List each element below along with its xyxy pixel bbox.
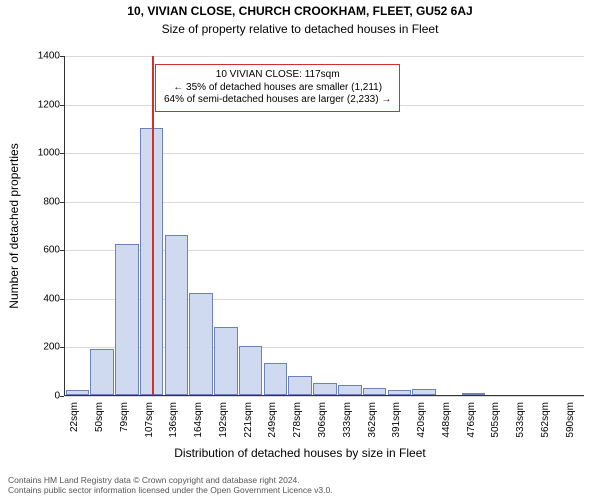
histogram-bar: [288, 376, 312, 395]
histogram-bar: [388, 390, 412, 395]
x-axis-label: Distribution of detached houses by size …: [0, 446, 600, 460]
histogram-bar: [239, 346, 263, 395]
property-marker-line: [152, 56, 154, 395]
y-tick-mark: [60, 153, 64, 154]
y-tick-label: 200: [4, 342, 60, 353]
y-tick-label: 0: [4, 391, 60, 402]
y-tick-mark: [60, 250, 64, 251]
histogram-bar: [165, 235, 189, 395]
histogram-bar: [363, 388, 387, 395]
footer-attribution: Contains HM Land Registry data © Crown c…: [8, 476, 333, 496]
y-axis-label: Number of detached properties: [7, 143, 21, 308]
annotation-line: 10 VIVIAN CLOSE: 117sqm: [164, 69, 391, 82]
gridline: [65, 56, 584, 57]
histogram-bar: [214, 327, 238, 395]
histogram-bar: [338, 385, 362, 395]
y-tick-label: 1200: [4, 99, 60, 110]
histogram-bar: [462, 393, 486, 395]
histogram-bar: [189, 293, 213, 395]
y-tick-mark: [60, 347, 64, 348]
y-tick-mark: [60, 396, 64, 397]
y-tick-mark: [60, 105, 64, 106]
plot-area: 10 VIVIAN CLOSE: 117sqm← 35% of detached…: [64, 56, 584, 396]
y-tick-mark: [60, 299, 64, 300]
chart-title: 10, VIVIAN CLOSE, CHURCH CROOKHAM, FLEET…: [0, 4, 600, 18]
annotation-line: ← 35% of detached houses are smaller (1,…: [164, 82, 391, 95]
histogram-bar: [66, 390, 90, 395]
histogram-bar: [412, 389, 436, 395]
histogram-bar: [115, 244, 139, 395]
histogram-bar: [264, 363, 288, 395]
annotation-box: 10 VIVIAN CLOSE: 117sqm← 35% of detached…: [155, 64, 400, 112]
y-tick-mark: [60, 202, 64, 203]
chart-subtitle: Size of property relative to detached ho…: [0, 22, 600, 36]
annotation-line: 64% of semi-detached houses are larger (…: [164, 94, 391, 107]
histogram-bar: [90, 349, 114, 395]
gridline: [65, 396, 584, 397]
footer-line-2: Contains public sector information licen…: [8, 486, 333, 496]
y-tick-label: 1400: [4, 51, 60, 62]
histogram-bar: [313, 383, 337, 395]
y-tick-mark: [60, 56, 64, 57]
